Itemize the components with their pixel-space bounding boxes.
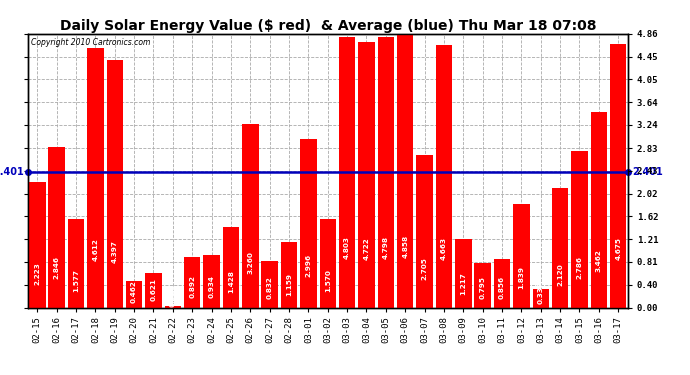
Text: 2.120: 2.120	[557, 263, 563, 286]
Text: 0.832: 0.832	[266, 276, 273, 299]
Text: 4.612: 4.612	[92, 238, 99, 261]
Text: 4.397: 4.397	[112, 240, 118, 263]
Title: Daily Solar Energy Value ($ red)  & Average (blue) Thu Mar 18 07:08: Daily Solar Energy Value ($ red) & Avera…	[59, 19, 596, 33]
Text: 1.159: 1.159	[286, 273, 292, 296]
Text: 1.570: 1.570	[325, 269, 331, 292]
Bar	[533, 288, 549, 308]
Text: 2.996: 2.996	[306, 254, 311, 277]
Bar	[126, 282, 142, 308]
Text: 0.795: 0.795	[480, 276, 486, 300]
Text: 2.401: 2.401	[0, 167, 23, 177]
Bar	[377, 37, 394, 308]
Text: 4.858: 4.858	[402, 235, 408, 258]
Text: 1.577: 1.577	[73, 268, 79, 291]
Bar	[552, 188, 569, 308]
Text: 2.786: 2.786	[576, 256, 582, 279]
Bar	[204, 255, 220, 308]
Bar	[87, 48, 104, 308]
Text: 1.428: 1.428	[228, 270, 234, 293]
Text: 0.856: 0.856	[499, 276, 505, 299]
Bar	[358, 42, 375, 308]
Text: 2.846: 2.846	[54, 256, 59, 279]
Bar	[184, 257, 200, 307]
Bar	[591, 112, 607, 308]
Text: 1.217: 1.217	[460, 272, 466, 295]
Bar	[494, 259, 511, 308]
Bar	[513, 204, 530, 308]
Bar	[571, 151, 588, 308]
Text: Copyright 2010 Cartronics.com: Copyright 2010 Cartronics.com	[30, 38, 150, 47]
Bar	[106, 60, 123, 308]
Text: 0.934: 0.934	[208, 275, 215, 298]
Bar	[455, 239, 471, 308]
Bar	[145, 273, 161, 308]
Text: 0.028: 0.028	[170, 284, 176, 307]
Bar	[223, 227, 239, 308]
Bar	[300, 139, 317, 308]
Bar	[68, 219, 84, 308]
Text: 4.663: 4.663	[441, 237, 447, 260]
Bar	[48, 147, 65, 308]
Text: 4.675: 4.675	[615, 237, 621, 260]
Bar	[262, 261, 278, 308]
Text: 2.705: 2.705	[422, 257, 428, 280]
Bar	[339, 37, 355, 308]
Bar	[416, 155, 433, 308]
Bar	[242, 124, 259, 308]
Text: 1.839: 1.839	[518, 266, 524, 289]
Bar	[475, 263, 491, 308]
Bar	[281, 242, 297, 308]
Text: 4.803: 4.803	[344, 236, 350, 259]
Text: 3.260: 3.260	[247, 252, 253, 274]
Bar	[610, 44, 627, 308]
Text: 3.462: 3.462	[596, 249, 602, 272]
Text: 0.892: 0.892	[189, 276, 195, 298]
Bar	[319, 219, 336, 308]
Text: 0.337: 0.337	[538, 281, 544, 304]
Bar	[397, 34, 413, 308]
Bar	[435, 45, 452, 308]
Text: 4.722: 4.722	[364, 237, 369, 260]
Text: 0.462: 0.462	[131, 280, 137, 303]
Text: 2.223: 2.223	[34, 262, 40, 285]
Bar	[165, 306, 181, 308]
Text: 2.401: 2.401	[632, 167, 662, 177]
Text: 0.621: 0.621	[150, 278, 157, 301]
Bar	[29, 182, 46, 308]
Text: 4.798: 4.798	[383, 236, 389, 259]
